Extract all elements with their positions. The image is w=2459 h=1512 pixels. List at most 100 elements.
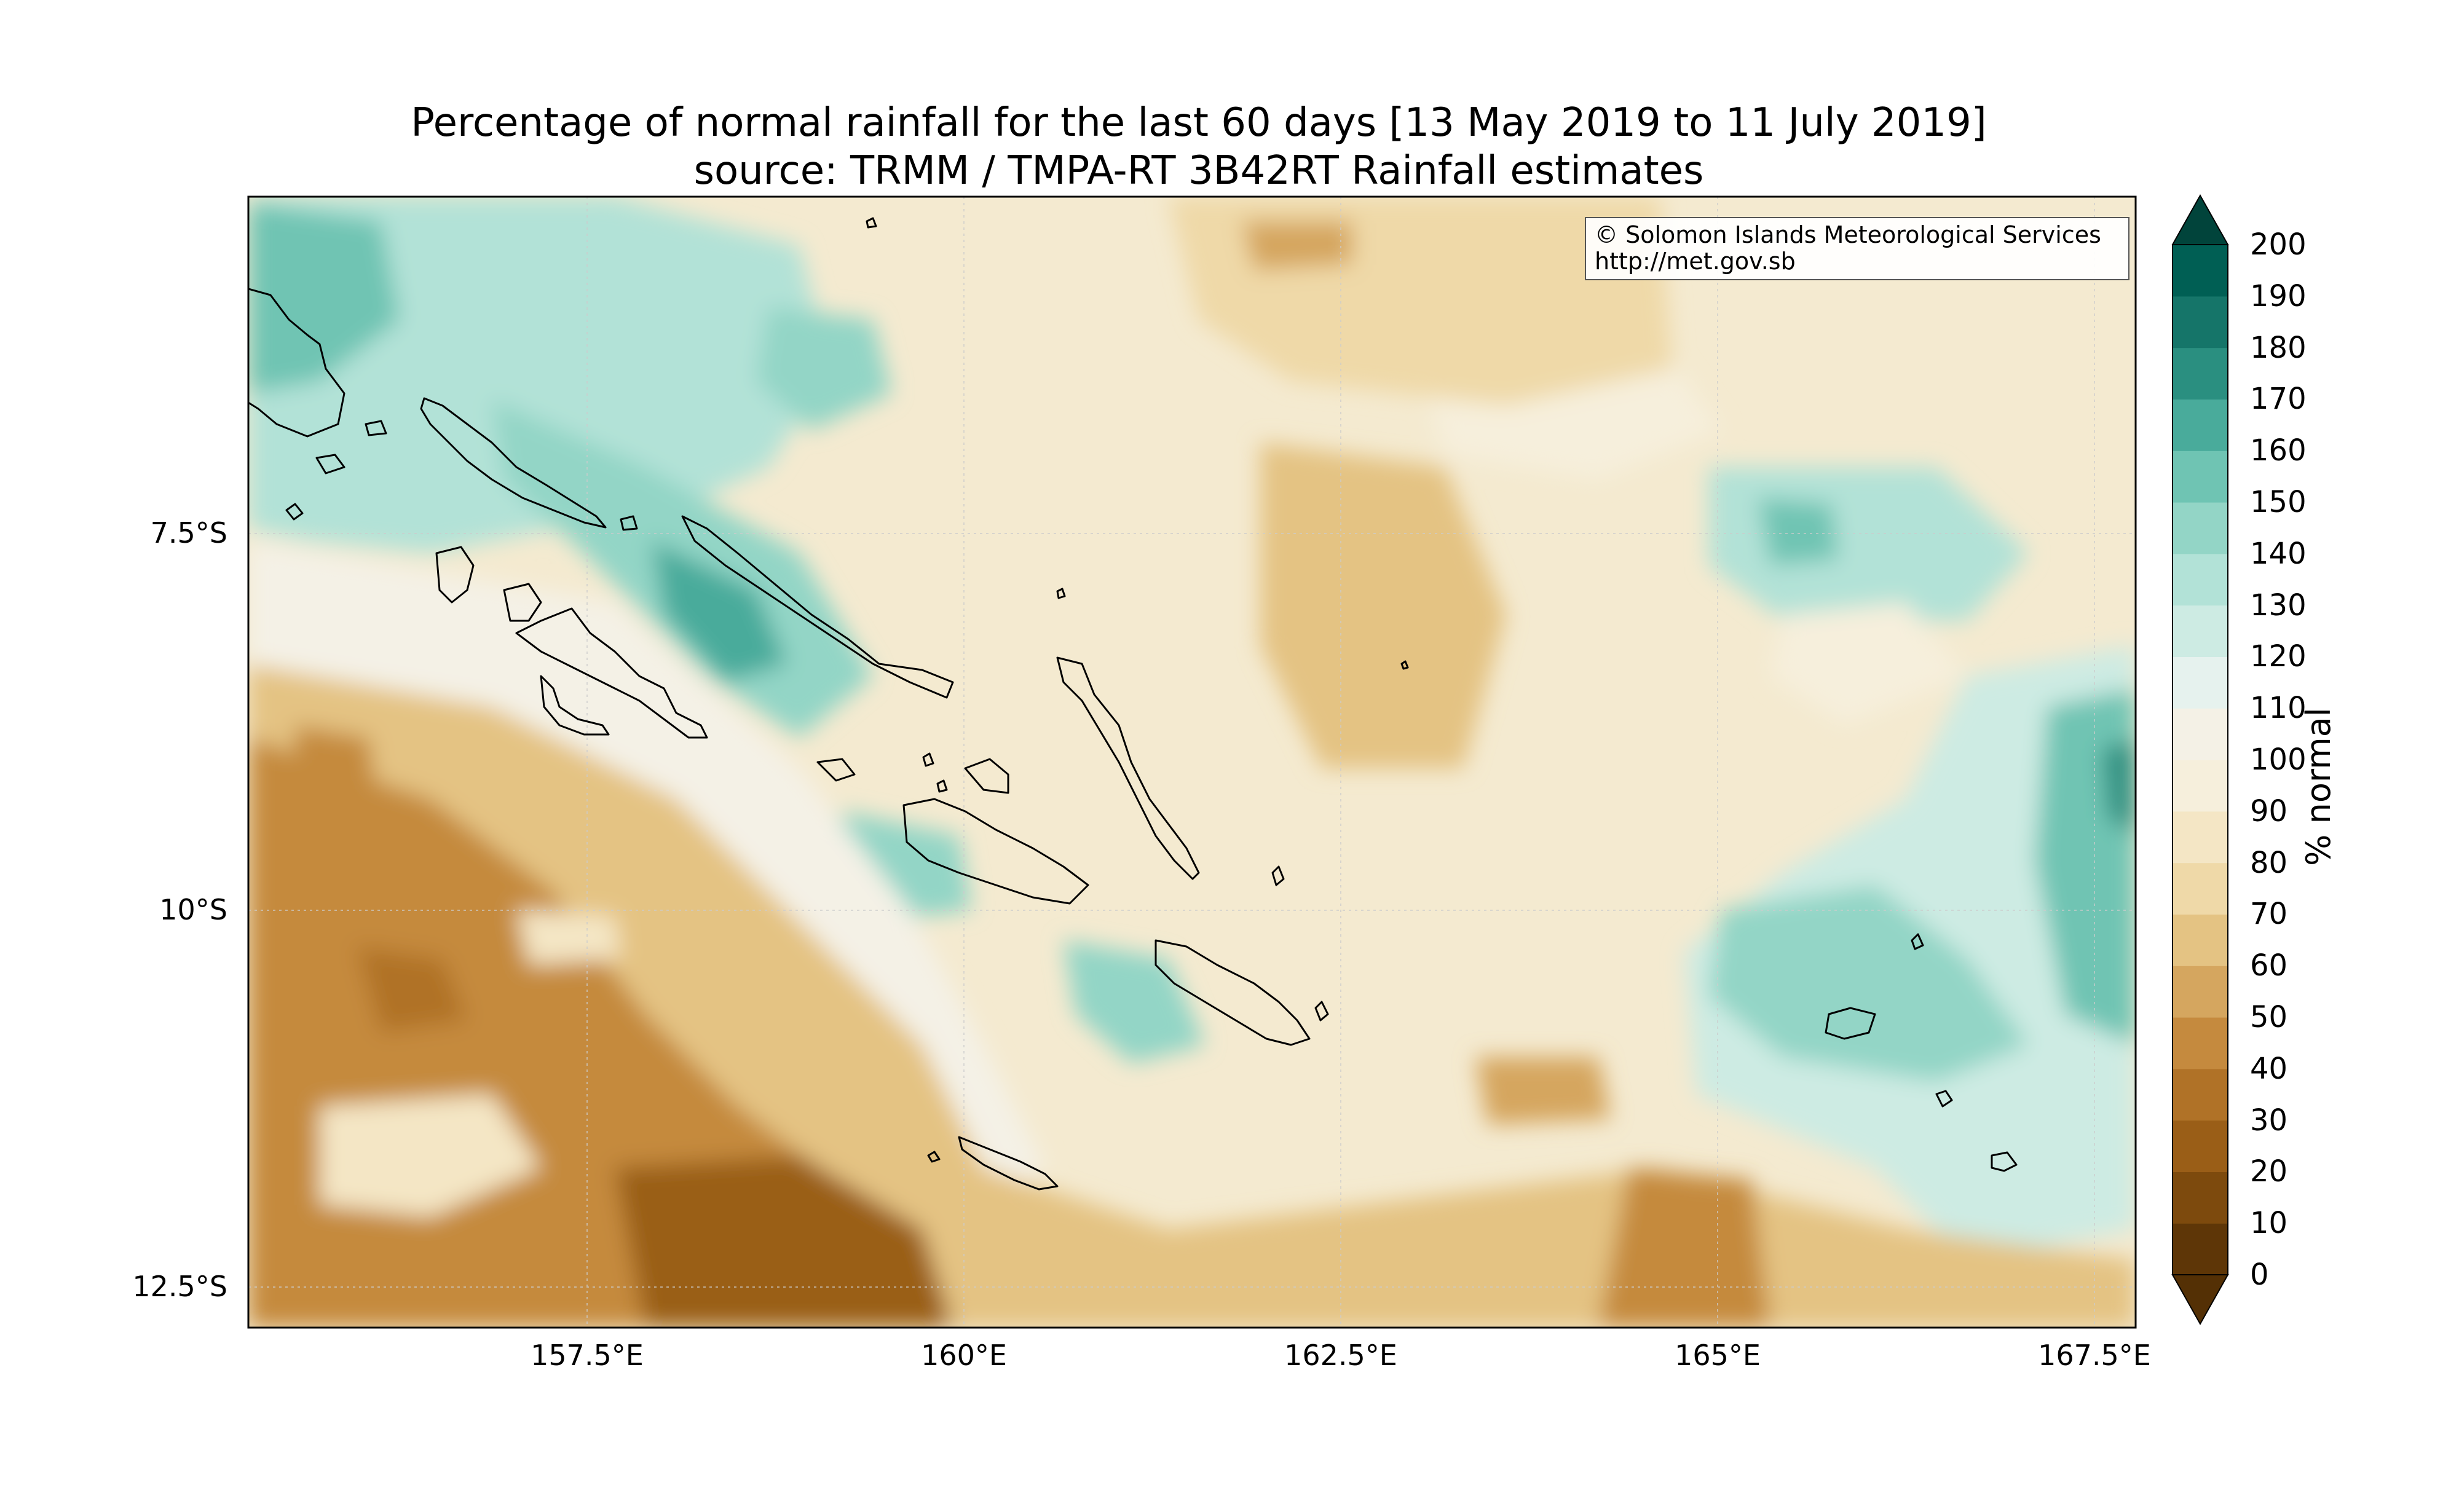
colorbar-tick-label: 10 xyxy=(2250,1206,2288,1241)
credit-line: © Solomon Islands Meteorological Service… xyxy=(1595,221,2101,248)
ulawa-island xyxy=(1271,865,1285,886)
dry-region xyxy=(357,947,467,1033)
wet-region xyxy=(756,307,891,430)
ndende-island xyxy=(1825,1007,1876,1040)
wet-region xyxy=(248,203,400,393)
wet-region xyxy=(652,541,787,682)
colorbar-segment xyxy=(2173,296,2228,348)
guadalcanal-island xyxy=(902,798,1089,905)
small-island xyxy=(285,503,304,521)
credit-box: © Solomon Islands Meteorological Service… xyxy=(1585,217,2129,280)
dry-region xyxy=(1598,1168,1770,1328)
colorbar-segment xyxy=(2173,347,2228,400)
dry-region xyxy=(295,725,381,848)
small-island xyxy=(620,515,638,531)
map-frame xyxy=(247,195,2137,1329)
dry-region xyxy=(1242,221,1352,270)
colorbar-tick-label: 190 xyxy=(2250,278,2307,313)
map-subtitle: source: TRMM / TMPA-RT 3B42RT Rainfall e… xyxy=(693,148,1704,194)
russell-islands xyxy=(816,758,856,782)
dry-region xyxy=(615,1156,953,1328)
map-title: Percentage of normal rainfall for the la… xyxy=(411,100,1987,146)
x-tick-label: 165°E xyxy=(1675,1339,1761,1372)
wet-region xyxy=(1709,885,2029,1082)
colorbar-extend-top xyxy=(2171,194,2229,245)
colorbar-segment xyxy=(2173,1120,2228,1172)
savo-island xyxy=(922,752,934,767)
wet-region xyxy=(1758,498,1838,565)
colorbar-tick-label: 60 xyxy=(2250,948,2288,983)
colorbar-tick-label: 50 xyxy=(2250,1000,2288,1034)
colorbar-tick-label: 100 xyxy=(2250,742,2307,777)
colorbar-tick-label: 180 xyxy=(2250,330,2307,365)
wet-region xyxy=(248,197,830,553)
colorbar-segment xyxy=(2173,1223,2228,1275)
bellona-island xyxy=(927,1151,941,1163)
colorbar-segment xyxy=(2173,451,2228,503)
makira-island xyxy=(1155,939,1311,1046)
small-island xyxy=(1056,588,1066,599)
duff-islands xyxy=(1911,933,1924,950)
colorbar-segment xyxy=(2173,399,2228,451)
vanikoro-island xyxy=(1991,1151,2018,1172)
credit-link[interactable]: http://met.gov.sb xyxy=(1595,248,1796,275)
colorbar-tick-label: 110 xyxy=(2250,691,2307,726)
nggela-islands xyxy=(964,758,1009,794)
neutral-region xyxy=(1770,602,1967,725)
choiseul-island xyxy=(420,397,607,529)
colorbar-segment xyxy=(2173,553,2228,606)
colorbar-segment xyxy=(2173,1171,2228,1224)
wet-region xyxy=(2102,738,2136,836)
colorbar-segment xyxy=(2173,1068,2228,1121)
colorbar-tick-label: 120 xyxy=(2250,639,2307,674)
y-tick-label: 10°S xyxy=(159,893,227,926)
dry-region xyxy=(516,910,621,965)
colorbar-tick-label: 20 xyxy=(2250,1154,2288,1189)
wet-region xyxy=(1064,940,1205,1063)
x-tick-label: 157.5°E xyxy=(531,1339,644,1372)
small-island xyxy=(365,420,387,436)
colorbar-segment xyxy=(2173,605,2228,657)
coastlines xyxy=(248,217,2018,1191)
rennell-island xyxy=(958,1136,1059,1191)
y-tick-label: 12.5°S xyxy=(132,1270,227,1303)
colorbar-segment xyxy=(2173,708,2228,760)
colorbar-tick-label: 30 xyxy=(2250,1103,2288,1138)
utupua-island xyxy=(1935,1090,1953,1108)
colorbar-tick-label: 160 xyxy=(2250,433,2307,468)
colorbar-title: % normal xyxy=(2299,707,2338,866)
colorbar-tick-label: 170 xyxy=(2250,382,2307,417)
small-island xyxy=(936,779,948,793)
colorbar-segment xyxy=(2173,862,2228,915)
colorbar-segment xyxy=(2173,1017,2228,1069)
rendova-island xyxy=(540,675,610,736)
rainfall-field xyxy=(248,197,2136,1328)
colorbar-segment xyxy=(2173,245,2228,297)
colorbar-tick-label: 0 xyxy=(2250,1258,2269,1292)
colorbar-segment xyxy=(2173,966,2228,1018)
colorbar-segment xyxy=(2173,760,2228,812)
colorbar-segment xyxy=(2173,811,2228,864)
colorbar xyxy=(2171,194,2229,1326)
colorbar-tick-label: 70 xyxy=(2250,897,2288,932)
colorbar-tick-label: 40 xyxy=(2250,1051,2288,1086)
colorbar-tick-label: 80 xyxy=(2250,845,2288,880)
dry-region xyxy=(1475,1057,1611,1125)
colorbar-tick-label: 200 xyxy=(2250,227,2307,262)
colorbar-segment xyxy=(2173,914,2228,966)
colorbar-extend-bottom xyxy=(2171,1274,2229,1326)
colorbar-tick-label: 90 xyxy=(2250,793,2288,829)
colorbar-tick-label: 130 xyxy=(2250,588,2307,623)
colorbar-tick-label: 140 xyxy=(2250,536,2307,571)
kolombangara-island xyxy=(503,583,542,622)
x-tick-label: 160°E xyxy=(921,1339,1007,1372)
colorbar-segment xyxy=(2173,502,2228,554)
santa-isabel-island xyxy=(681,515,954,699)
small-island xyxy=(315,454,345,474)
colorbar-segment xyxy=(2173,656,2228,709)
small-island xyxy=(866,217,877,229)
graticule xyxy=(248,197,2136,1328)
bougainville-coast xyxy=(248,288,345,438)
dry-region xyxy=(1260,443,1506,768)
